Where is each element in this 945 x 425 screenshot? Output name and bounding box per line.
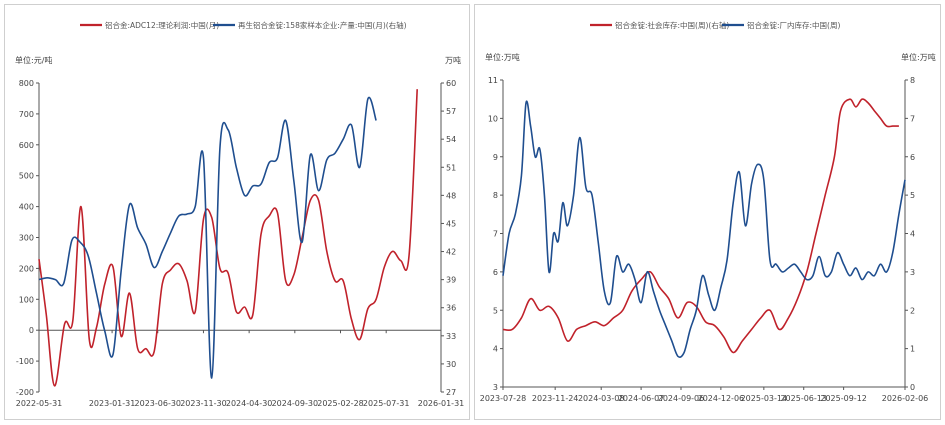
right-y-tick-label: 6 <box>910 153 915 162</box>
left-y-tick-label: 3 <box>493 383 498 392</box>
right-chart: 铝合金锭:社会库存:中国(周)(右轴) 铝合金锭:厂内库存:中国(周) 单位:万… <box>480 20 936 403</box>
left-y-tick-label: -200 <box>16 388 34 397</box>
right-y-tick-label: 30 <box>446 360 456 369</box>
x-tick-label: 2024-03-08 <box>578 394 625 403</box>
left-y-tick-label: 400 <box>19 203 34 212</box>
left-axis-unit: 单位:万吨 <box>485 52 520 62</box>
right-y-tick-label: 5 <box>910 191 915 200</box>
right-y-tick-label: 1 <box>910 345 915 354</box>
left-y-tick-label: 10 <box>488 114 498 123</box>
right-axis-unit: 单位:万吨 <box>901 52 936 62</box>
right-y-tick-label: 2 <box>910 306 915 315</box>
x-tick-label: 2025-06-13 <box>780 394 827 403</box>
legend-label-production: 再生铝合金锭:158家样本企业:产量:中国(月)(右轴) <box>238 20 407 30</box>
x-tick-label: 2023-11-30 <box>180 399 227 408</box>
right-y-tick-label: 4 <box>910 230 915 239</box>
x-tick-label: 2023-01-31 <box>89 399 136 408</box>
right-chart-panel: 铝合金锭:社会库存:中国(周)(右轴) 铝合金锭:厂内库存:中国(周) 单位:万… <box>474 4 941 420</box>
left-y-tick-label: 700 <box>19 110 34 119</box>
left-y-tick-label: 5 <box>493 306 498 315</box>
left-y-tick-label: -100 <box>16 357 34 366</box>
x-tick-label: 2025-03-14 <box>741 394 788 403</box>
right-y-tick-label: 60 <box>446 79 456 88</box>
series-line-2 <box>502 100 906 358</box>
x-tick-label: 2025-02-28 <box>317 399 364 408</box>
right-y-tick-label: 8 <box>910 76 915 85</box>
left-y-tick-label: 600 <box>19 141 34 150</box>
left-y-tick-label: 100 <box>19 295 34 304</box>
series-line-2 <box>38 96 377 379</box>
x-tick-label: 2025-09-12 <box>820 394 867 403</box>
right-y-tick-label: 51 <box>446 163 456 172</box>
x-tick-label: 2024-06-07 <box>618 394 665 403</box>
left-axis-unit: 单位:元/吨 <box>15 55 52 65</box>
right-y-tick-label: 48 <box>446 191 456 200</box>
right-y-tick-label: 7 <box>910 114 915 123</box>
left-y-tick-label: 500 <box>19 172 34 181</box>
right-y-tick-label: 39 <box>446 276 456 285</box>
right-y-tick-label: 36 <box>446 304 456 313</box>
left-chart-panel: 铝合金:ADC12:理论利润:中国(月) 再生铝合金锭:158家样本企业:产量:… <box>4 4 470 420</box>
right-y-tick-label: 57 <box>446 107 456 116</box>
right-y-tick-label: 33 <box>446 332 456 341</box>
x-tick-label: 2026-02-06 <box>882 394 929 403</box>
series-line-1 <box>38 89 418 387</box>
x-tick-label: 2023-07-28 <box>480 394 527 403</box>
left-y-tick-label: 0 <box>29 326 34 335</box>
x-tick-label: 2024-09-30 <box>272 399 319 408</box>
legend-label-factory-inventory: 铝合金锭:厂内库存:中国(周) <box>747 20 840 30</box>
right-y-tick-label: 0 <box>910 383 915 392</box>
left-y-tick-label: 800 <box>19 79 34 88</box>
right-y-tick-label: 3 <box>910 268 915 277</box>
x-tick-label: 2022-05-31 <box>16 399 63 408</box>
right-y-tick-label: 45 <box>446 219 456 228</box>
legend-label-profit: 铝合金:ADC12:理论利润:中国(月) <box>105 20 219 30</box>
left-y-tick-label: 11 <box>488 76 498 85</box>
x-tick-label: 2023-11-24 <box>532 394 579 403</box>
x-tick-label: 2026-01-31 <box>418 399 465 408</box>
left-y-tick-label: 9 <box>493 153 498 162</box>
left-y-tick-label: 8 <box>493 191 498 200</box>
x-tick-label: 2025-07-31 <box>363 399 410 408</box>
legend-label-social-inventory: 铝合金锭:社会库存:中国(周)(右轴) <box>615 20 729 30</box>
series-line-1 <box>502 98 899 354</box>
right-axis-unit: 万吨 <box>445 55 461 65</box>
left-y-tick-label: 4 <box>493 345 498 354</box>
x-tick-label: 2024-09-06 <box>658 394 705 403</box>
left-chart: 铝合金:ADC12:理论利润:中国(月) 再生铝合金锭:158家样本企业:产量:… <box>15 20 465 408</box>
left-y-tick-label: 7 <box>493 230 498 239</box>
x-tick-label: 2024-12-06 <box>698 394 745 403</box>
right-y-tick-label: 42 <box>446 248 456 257</box>
left-y-tick-label: 200 <box>19 264 34 273</box>
right-y-tick-label: 54 <box>446 135 456 144</box>
x-tick-label: 2023-06-30 <box>135 399 182 408</box>
x-tick-label: 2024-04-30 <box>226 399 273 408</box>
left-y-tick-label: 6 <box>493 268 498 277</box>
left-y-tick-label: 300 <box>19 234 34 243</box>
right-y-tick-label: 27 <box>446 388 456 397</box>
